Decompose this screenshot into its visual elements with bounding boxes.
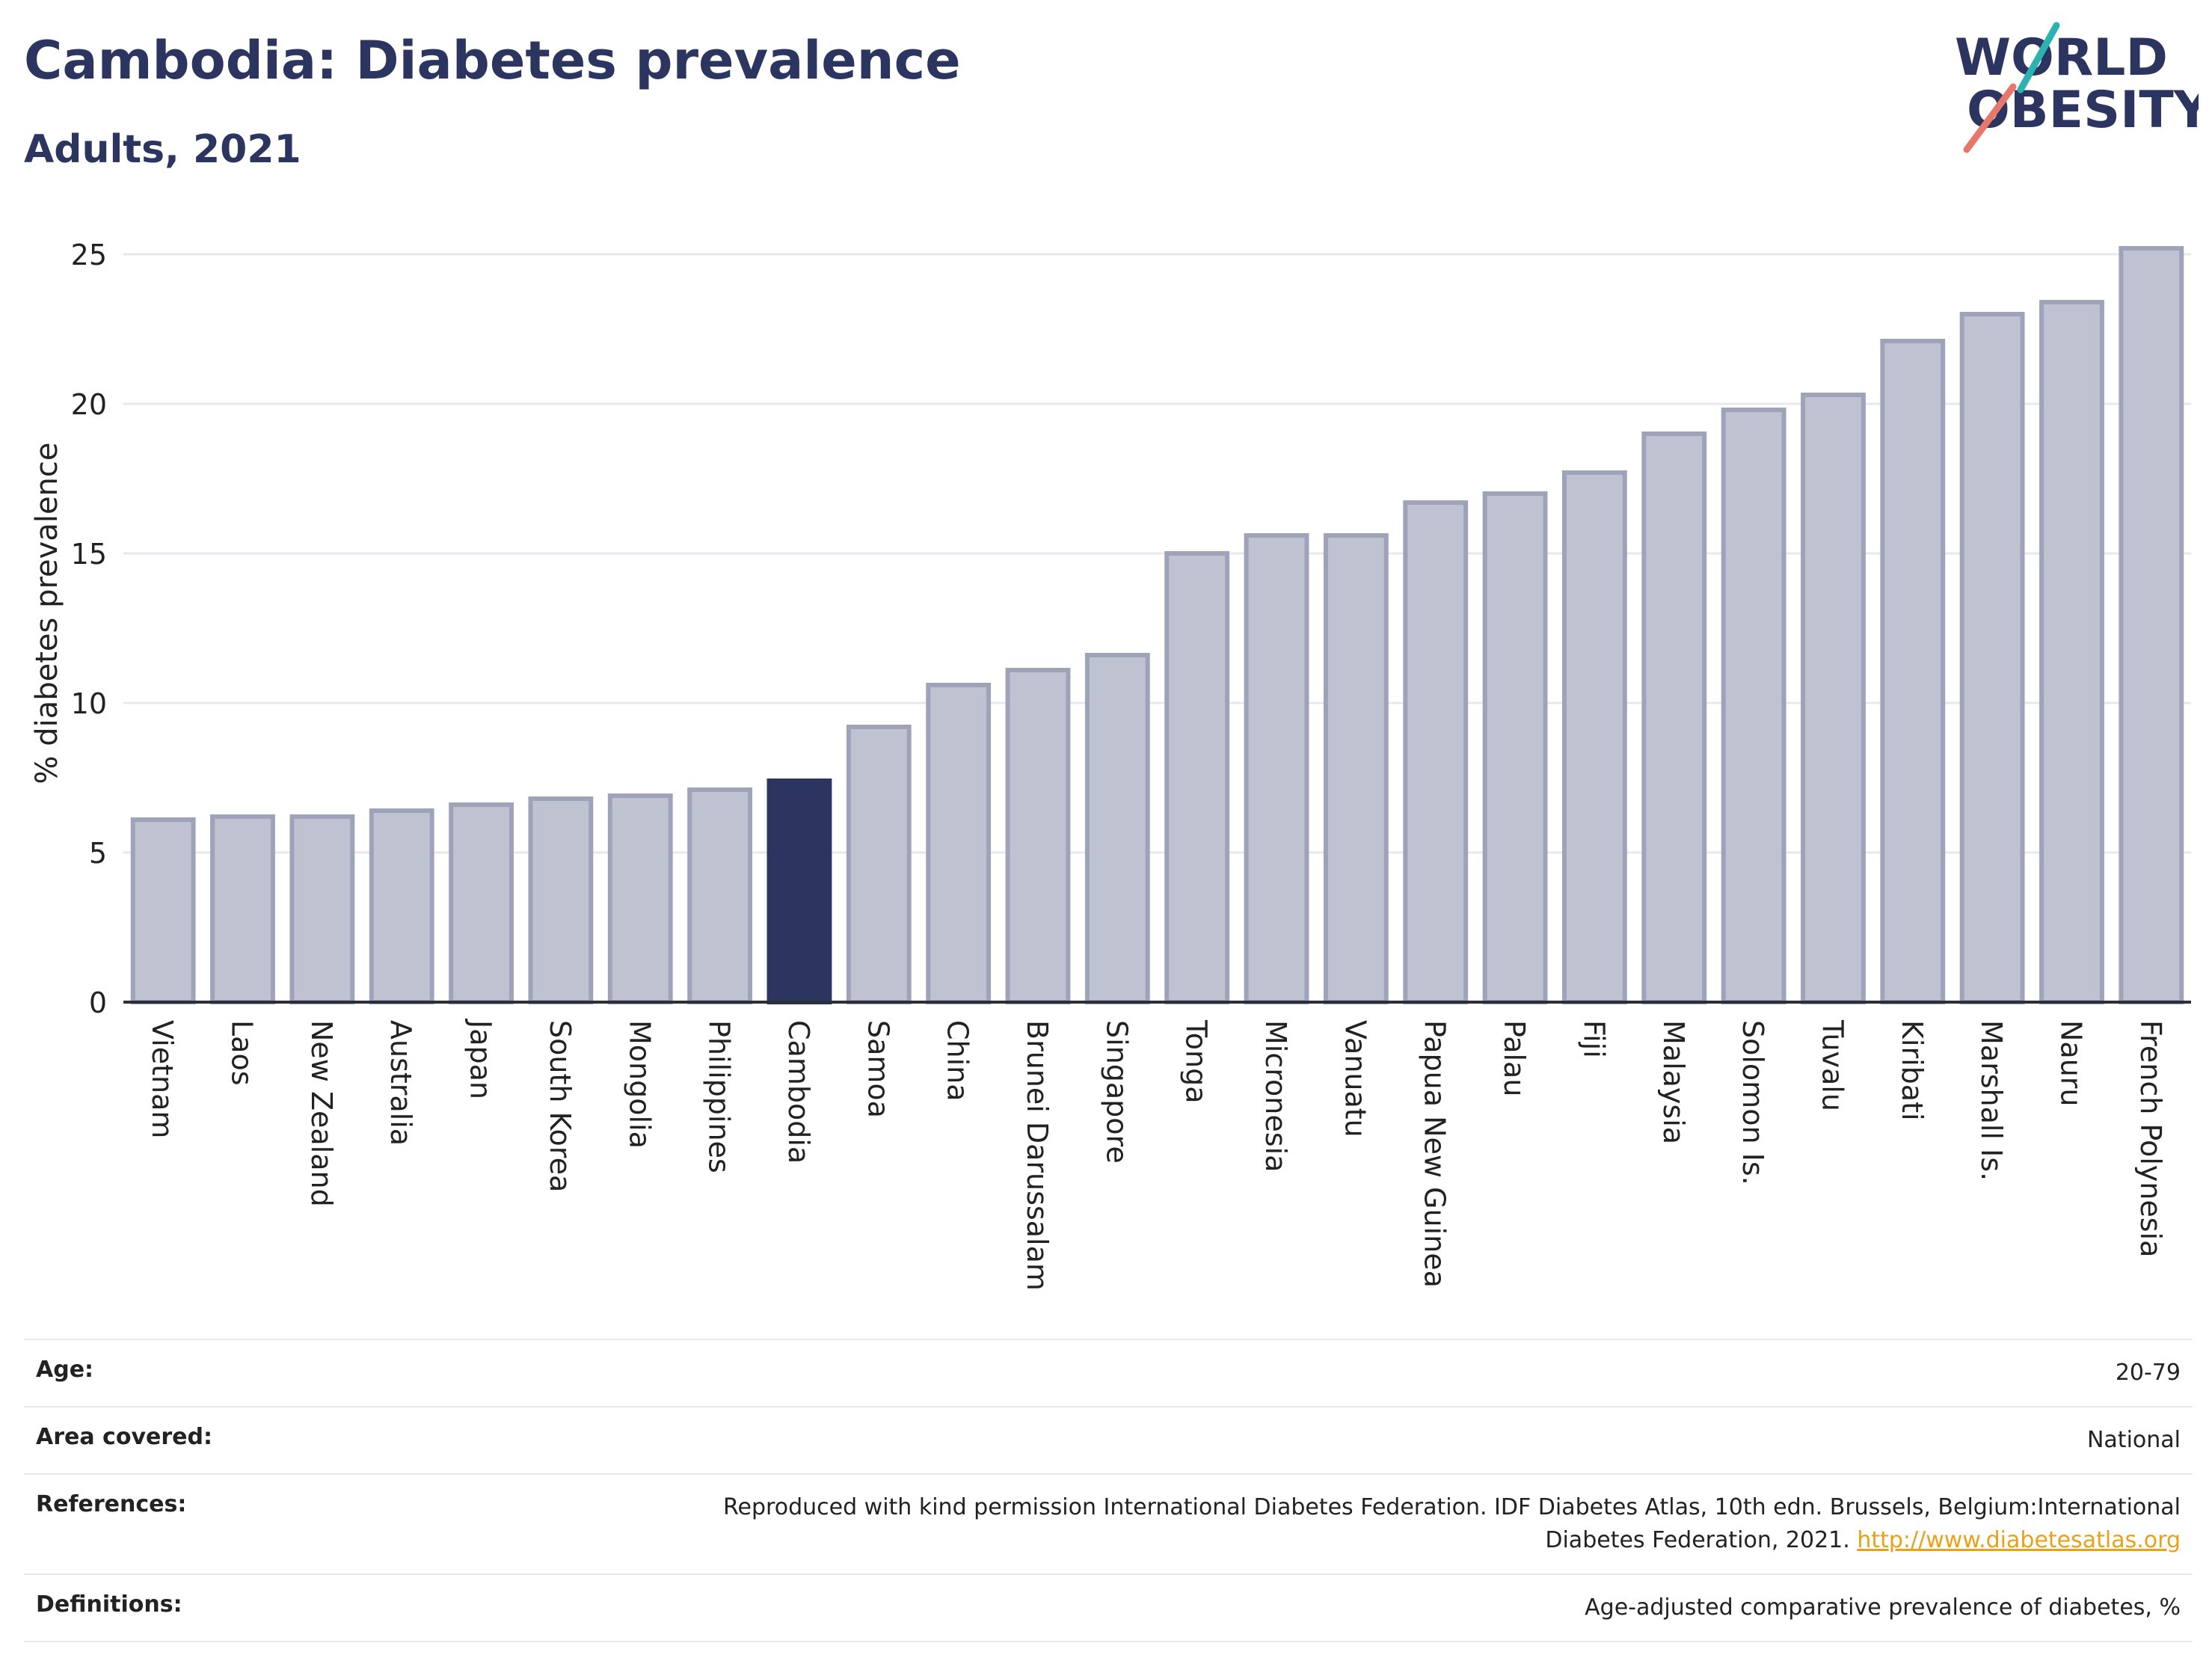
y-tick-label: 10 xyxy=(71,687,107,720)
definitions-value: Age-adjusted comparative prevalence of d… xyxy=(437,1573,2193,1642)
x-tick-label: Kiribati xyxy=(1896,1020,1929,1121)
bar-singapore xyxy=(1084,653,1150,1004)
metadata-table: Age: 20-79 Area covered: National Refere… xyxy=(24,1339,2193,1642)
age-label: Age: xyxy=(24,1339,437,1407)
bar-mongolia xyxy=(607,793,673,1004)
bar-vietnam xyxy=(130,817,196,1004)
x-tick-label: Solomon Is. xyxy=(1736,1020,1769,1185)
bar-samoa xyxy=(846,725,912,1004)
bars xyxy=(130,246,2184,1004)
page-subtitle: Adults, 2021 xyxy=(24,127,301,172)
x-tick-label: Samoa xyxy=(861,1020,894,1118)
x-tick-label: Vietnam xyxy=(146,1020,179,1138)
meta-row-age: Age: 20-79 xyxy=(24,1339,2193,1407)
x-tick-label: Singapore xyxy=(1100,1020,1133,1164)
x-tick-label: China xyxy=(941,1020,974,1102)
bar-solomon-is- xyxy=(1721,408,1787,1004)
y-tick-label: 25 xyxy=(71,239,107,271)
references-value: Reproduced with kind permission Internat… xyxy=(437,1473,2193,1575)
bar-vanuatu xyxy=(1323,533,1389,1004)
bar-french-polynesia xyxy=(2119,246,2184,1004)
logo-line1: WORLD xyxy=(1955,28,2168,87)
references-link[interactable]: http://www.diabetesatlas.org xyxy=(1857,1527,2181,1553)
logo-slash-teal xyxy=(2017,22,2060,93)
x-tick-label: Fiji xyxy=(1577,1020,1610,1058)
bar-japan xyxy=(449,802,514,1004)
bar-fiji xyxy=(1561,470,1627,1004)
page-title: Cambodia: Diabetes prevalence xyxy=(24,30,961,91)
x-tick-label: Papua New Guinea xyxy=(1419,1020,1451,1288)
x-tick-label: Tuvalu xyxy=(1816,1019,1849,1111)
bar-new-zealand xyxy=(289,814,355,1004)
bar-philippines xyxy=(687,787,753,1004)
x-tick-label: Nauru xyxy=(2054,1020,2087,1107)
bar-tonga xyxy=(1164,551,1230,1004)
bar-nauru xyxy=(2039,300,2104,1004)
x-tick-label: Cambodia xyxy=(782,1020,815,1164)
bar-china xyxy=(926,683,992,1004)
y-tick-label: 15 xyxy=(71,538,107,571)
bar-cambodia xyxy=(766,779,832,1004)
bar-tuvalu xyxy=(1801,393,1866,1004)
y-tick-label: 0 xyxy=(89,986,107,1019)
x-tick-label: Japan xyxy=(464,1019,497,1099)
area-label: Area covered: xyxy=(24,1406,437,1475)
references-text-line1: Reproduced with kind permission Internat… xyxy=(723,1494,2181,1520)
definitions-label: Definitions: xyxy=(24,1573,437,1642)
x-tick-label: Palau xyxy=(1498,1020,1531,1096)
bar-papua-new-guinea xyxy=(1403,500,1469,1004)
x-tick-label: Marshall Is. xyxy=(1975,1020,2008,1181)
bar-laos xyxy=(210,814,275,1004)
bar-malaysia xyxy=(1641,432,1707,1004)
x-tick-label: Philippines xyxy=(703,1020,736,1173)
bar-palau xyxy=(1482,491,1548,1004)
meta-row-references: References: Reproduced with kind permiss… xyxy=(24,1473,2193,1575)
x-tick-label: Vanuatu xyxy=(1339,1020,1371,1137)
x-tick-label: Laos xyxy=(226,1020,259,1086)
bar-chart: 0 5 10 15 20 25 Vietnam Laos New Zealand Australi… xyxy=(30,239,2191,1291)
meta-row-definitions: Definitions: Age-adjusted comparative pr… xyxy=(24,1573,2193,1642)
x-tick-label: New Zealand xyxy=(305,1020,338,1207)
x-tick-label: Malaysia xyxy=(1657,1020,1690,1144)
bar-australia xyxy=(369,808,434,1004)
references-label: References: xyxy=(24,1473,437,1575)
age-value: 20-79 xyxy=(437,1339,2193,1407)
bar-kiribati xyxy=(1880,339,1946,1004)
y-tick-label: 5 xyxy=(89,837,107,870)
logo-line2: OBESITY xyxy=(1967,81,2199,140)
x-tick-label: Brunei Darussalam xyxy=(1021,1020,1054,1291)
bar-marshall-is- xyxy=(1959,312,2025,1004)
world-obesity-logo: WORLD OBESITY xyxy=(1955,22,2199,153)
bar-micronesia xyxy=(1244,533,1309,1004)
axes: 0 5 10 15 20 25 Vietnam Laos New Zealand Australi… xyxy=(71,239,2191,1291)
meta-row-area: Area covered: National xyxy=(24,1406,2193,1475)
y-tick-label: 20 xyxy=(71,388,107,421)
x-tick-label: Tonga xyxy=(1180,1019,1213,1104)
bar-south-korea xyxy=(528,796,594,1004)
x-tick-label: Micronesia xyxy=(1259,1020,1292,1172)
logo-slash-coral xyxy=(1963,83,2017,153)
y-axis-label: % diabetes prevalence xyxy=(30,442,64,784)
x-tick-label: Mongolia xyxy=(623,1020,656,1149)
x-tick-label: South Korea xyxy=(544,1020,577,1192)
area-value: National xyxy=(437,1406,2193,1475)
bar-brunei-darussalam xyxy=(1005,668,1071,1004)
references-text-line2: Diabetes Federation, 2021. xyxy=(1545,1527,1850,1553)
x-tick-label: Australia xyxy=(384,1020,417,1146)
x-tick-label: French Polynesia xyxy=(2134,1020,2167,1257)
